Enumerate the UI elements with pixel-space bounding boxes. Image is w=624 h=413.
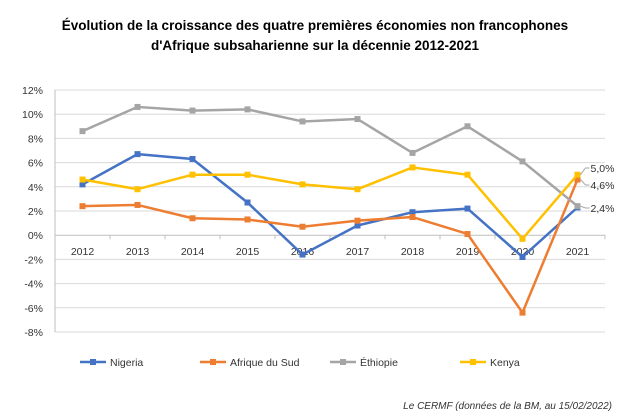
data-point xyxy=(189,155,196,162)
legend-item: Éthiopie xyxy=(330,356,398,369)
data-point xyxy=(519,309,526,316)
x-tick-label: 2015 xyxy=(236,246,260,258)
data-point xyxy=(79,176,86,183)
legend-label: Éthiopie xyxy=(360,356,398,369)
x-tick-label: 2012 xyxy=(71,246,95,258)
data-point xyxy=(244,199,251,206)
y-tick-label: -4% xyxy=(24,279,43,291)
data-point xyxy=(79,128,86,135)
data-point xyxy=(299,118,306,125)
data-point xyxy=(244,216,251,223)
data-point xyxy=(244,106,251,113)
data-point xyxy=(134,103,141,110)
data-point xyxy=(464,230,471,237)
y-tick-label: -8% xyxy=(24,327,43,339)
data-point xyxy=(409,164,416,171)
data-point xyxy=(354,186,361,193)
y-tick-label: 4% xyxy=(28,182,43,194)
y-tick-label: 0% xyxy=(28,230,43,242)
data-point xyxy=(519,253,526,260)
series-Nigeria xyxy=(79,151,581,260)
data-point xyxy=(79,203,86,210)
x-tick-label: 2019 xyxy=(456,246,480,258)
data-point xyxy=(299,181,306,188)
leader-line xyxy=(580,179,590,186)
data-point xyxy=(299,223,306,230)
x-tick-label: 2014 xyxy=(181,246,205,258)
series-line xyxy=(82,179,579,314)
legend-marker xyxy=(470,359,476,365)
y-tick-label: 12% xyxy=(22,85,43,97)
data-point xyxy=(464,171,471,178)
y-tick-label: 8% xyxy=(28,133,43,145)
legend-item: Nigeria xyxy=(80,357,143,369)
data-point xyxy=(134,201,141,208)
data-point xyxy=(134,186,141,193)
data-point xyxy=(189,107,196,114)
y-tick-label: -2% xyxy=(24,254,43,266)
data-label: 4,6% xyxy=(591,180,615,192)
leader-line xyxy=(580,167,590,175)
legend-marker xyxy=(340,359,346,365)
x-tick-label: 2021 xyxy=(566,246,590,258)
series-line xyxy=(82,166,579,241)
x-tick-label: 2017 xyxy=(346,246,370,258)
data-point xyxy=(134,151,141,158)
legend-label: Afrique du Sud xyxy=(230,357,300,369)
data-point xyxy=(574,176,581,183)
legend-label: Nigeria xyxy=(110,357,143,369)
legend-marker xyxy=(210,359,216,365)
source-note: Le CERMF (données de la BM, au 15/02/202… xyxy=(403,401,612,412)
data-label: 5,0% xyxy=(591,163,615,175)
data-point xyxy=(189,215,196,222)
y-tick-label: 10% xyxy=(22,109,43,121)
data-point xyxy=(354,217,361,224)
data-point xyxy=(464,205,471,212)
y-tick-label: -6% xyxy=(24,303,43,315)
legend-marker xyxy=(90,359,96,365)
data-point xyxy=(409,214,416,221)
x-tick-label: 2013 xyxy=(126,246,150,258)
data-point xyxy=(519,158,526,165)
data-point xyxy=(354,116,361,123)
data-point xyxy=(79,181,86,188)
x-tick-label: 2020 xyxy=(511,246,535,258)
data-label: 2,4% xyxy=(591,203,615,215)
legend-label: Kenya xyxy=(490,357,520,369)
legend-item: Afrique du Sud xyxy=(200,357,300,369)
data-point xyxy=(189,171,196,178)
series-line xyxy=(81,105,579,208)
data-point xyxy=(409,149,416,156)
chart-title-line-2: d'Afrique subsaharienne sur la décennie … xyxy=(151,38,480,53)
data-point xyxy=(409,209,416,216)
series-Kenya xyxy=(79,164,581,242)
data-point xyxy=(574,171,581,178)
data-point xyxy=(519,235,526,242)
data-point xyxy=(464,123,471,130)
y-tick-label: 2% xyxy=(28,206,43,218)
x-tick-label: 2018 xyxy=(401,246,425,258)
legend-item: Kenya xyxy=(460,357,520,369)
series-Afrique du Sud xyxy=(79,176,581,316)
data-point xyxy=(299,251,306,258)
y-tick-label: 6% xyxy=(28,158,43,170)
chart-title-line-1: Évolution de la croissance des quatre pr… xyxy=(62,18,568,33)
data-point xyxy=(574,203,581,210)
leader-line xyxy=(580,205,590,209)
data-point xyxy=(354,222,361,229)
series-Éthiopie xyxy=(79,103,581,210)
series-line xyxy=(81,152,579,259)
data-point xyxy=(244,171,251,178)
